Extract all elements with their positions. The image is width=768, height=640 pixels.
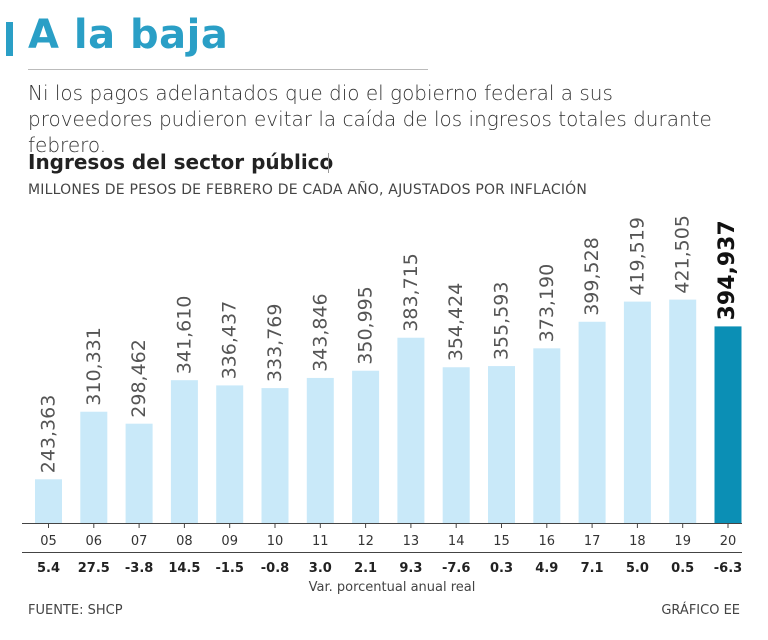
year-label-10: 10	[267, 534, 284, 549]
change-label-12: 2.1	[354, 561, 377, 576]
headline-rule	[28, 69, 428, 70]
bar-08	[170, 380, 198, 523]
value-label-13: 383,715	[400, 253, 422, 332]
value-label-19: 421,505	[672, 215, 694, 294]
change-caption: Var. porcentual anual real	[309, 580, 476, 595]
value-label-12: 350,995	[355, 286, 377, 365]
chart-title: Ingresos del sector público	[28, 150, 334, 174]
value-label-17: 399,528	[581, 237, 603, 316]
change-label-05: 5.4	[37, 561, 60, 576]
value-label-05: 243,363	[38, 395, 60, 474]
chart-title-divider	[328, 153, 329, 173]
bar-06	[80, 411, 108, 523]
change-label-10: -0.8	[261, 561, 289, 576]
change-label-20: -6.3	[714, 561, 742, 576]
value-label-15: 355,593	[491, 282, 513, 361]
year-label-11: 11	[312, 534, 329, 549]
bar-17	[578, 321, 606, 523]
bar-13	[397, 337, 425, 523]
bar-16	[533, 348, 561, 523]
bar-11	[306, 377, 334, 523]
year-label-05: 05	[40, 534, 57, 549]
lead-text: Ni los pagos adelantados que dio el gobi…	[28, 81, 712, 157]
change-label-06: 27.5	[78, 561, 110, 576]
year-label-20: 20	[720, 534, 737, 549]
bar-09	[216, 385, 244, 523]
change-label-13: 9.3	[399, 561, 422, 576]
year-label-12: 12	[357, 534, 374, 549]
value-label-09: 336,437	[219, 301, 241, 380]
bar-18	[623, 301, 651, 523]
bar-19	[669, 299, 697, 523]
change-label-08: 14.5	[168, 561, 200, 576]
year-label-13: 13	[403, 534, 420, 549]
change-label-19: 0.5	[671, 561, 694, 576]
title-accent-bar	[6, 22, 13, 56]
year-label-15: 15	[493, 534, 510, 549]
year-label-18: 18	[629, 534, 646, 549]
bar-20	[714, 326, 742, 523]
value-label-18: 419,519	[626, 217, 648, 296]
value-label-20: 394,937	[715, 220, 740, 320]
value-label-06: 310,331	[83, 327, 105, 406]
value-label-16: 373,190	[536, 264, 558, 343]
bar-15	[488, 366, 515, 523]
year-label-19: 19	[674, 534, 691, 549]
year-label-06: 06	[86, 534, 103, 549]
value-label-11: 343,846	[309, 293, 331, 372]
value-label-08: 341,610	[173, 296, 195, 375]
change-label-14: -7.6	[442, 561, 470, 576]
source-note: FUENTE: SHCP	[28, 603, 123, 618]
change-label-17: 7.1	[581, 561, 604, 576]
bar-14	[442, 367, 470, 523]
year-label-07: 07	[131, 534, 148, 549]
year-label-14: 14	[448, 534, 465, 549]
headline: A la baja	[28, 12, 229, 58]
value-label-14: 354,424	[445, 283, 467, 362]
change-label-09: -1.5	[215, 561, 243, 576]
graphic-credit: GRÁFICO EE	[661, 603, 740, 618]
change-label-11: 3.0	[309, 561, 332, 576]
chart-subtitle: MILLONES DE PESOS DE FEBRERO DE CADA AÑO…	[28, 182, 588, 198]
year-label-17: 17	[584, 534, 601, 549]
bar-05	[35, 479, 62, 523]
year-label-08: 08	[176, 534, 193, 549]
year-label-09: 09	[221, 534, 238, 549]
value-label-10: 333,769	[264, 304, 286, 383]
bar-10	[261, 388, 289, 523]
bar-07	[125, 423, 153, 523]
change-label-07: -3.8	[125, 561, 153, 576]
bar-12	[352, 370, 380, 523]
value-label-07: 298,462	[128, 339, 150, 418]
change-label-16: 4.9	[535, 561, 558, 576]
change-label-15: 0.3	[490, 561, 513, 576]
year-label-16: 16	[539, 534, 556, 549]
change-label-18: 5.0	[626, 561, 649, 576]
